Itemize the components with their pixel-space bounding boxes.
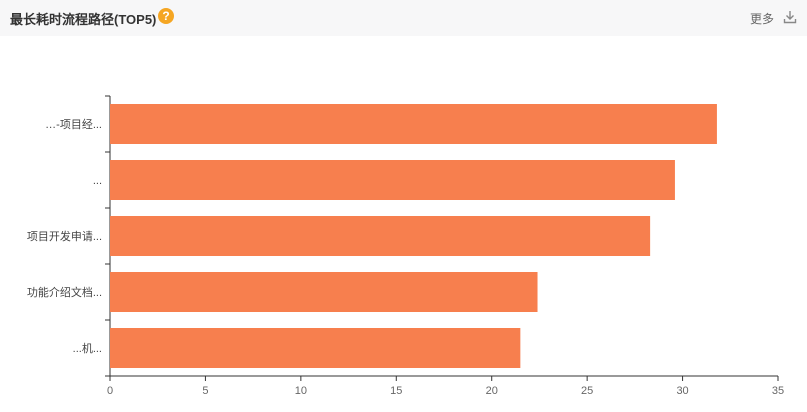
category-label: 项目开发申请... bbox=[27, 229, 102, 243]
x-tick-label: 35 bbox=[772, 385, 784, 397]
x-tick-label: 30 bbox=[676, 385, 688, 397]
help-icon[interactable]: ? bbox=[158, 8, 174, 24]
bar bbox=[110, 272, 538, 312]
category-label: …-项目经... bbox=[45, 118, 102, 131]
bar bbox=[110, 160, 675, 200]
x-tick-label: 20 bbox=[486, 385, 498, 397]
bar bbox=[110, 328, 521, 368]
more-link[interactable]: 更多 bbox=[749, 12, 774, 26]
x-tick-label: 5 bbox=[202, 385, 208, 397]
category-label: 功能介绍文档... bbox=[27, 285, 102, 299]
bar-chart: 0 5 10 15 20 25 30 35 …-项目经...... 项目开发申请... 功能介绍文档… bbox=[27, 95, 784, 397]
panel-header: 最长耗时流程路径(TOP5) ? 更多 bbox=[0, 0, 807, 36]
category-label: ... bbox=[93, 175, 102, 187]
x-tick-label: 10 bbox=[295, 385, 307, 397]
panel-title: 最长耗时流程路径(TOP5) bbox=[10, 12, 157, 27]
category-label: ...机... bbox=[73, 341, 102, 355]
x-tick-label: 15 bbox=[390, 385, 402, 397]
bar bbox=[110, 104, 717, 144]
x-tick-label: 25 bbox=[581, 385, 593, 397]
x-tick-label: 0 bbox=[107, 385, 113, 397]
bar bbox=[110, 216, 651, 256]
download-icon[interactable] bbox=[783, 10, 797, 24]
